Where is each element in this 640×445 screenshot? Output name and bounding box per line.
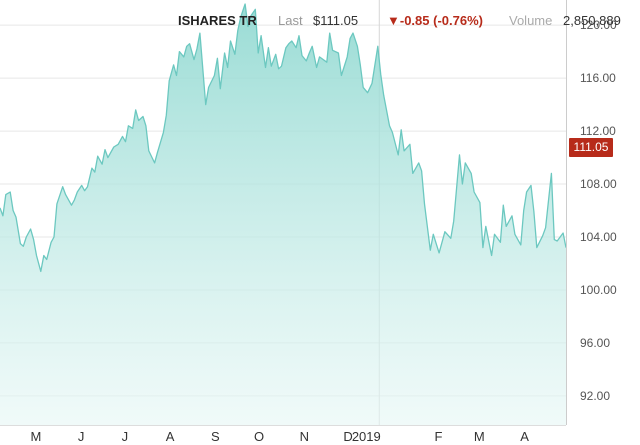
y-tick-label: 104.00 [580,230,617,244]
x-tick-label: F [435,429,443,444]
y-tick-label: 96.00 [580,336,610,350]
x-tick-label: A [520,429,529,444]
price-change: ▼-0.85 (-0.76%) [387,13,483,28]
area-layer [0,3,567,425]
last-price-badge: 111.05 [569,138,613,157]
y-tick-label: 92.00 [580,389,610,403]
x-tick-label: A [166,429,175,444]
y-tick-label: 108.00 [580,177,617,191]
x-tick-label: J [78,429,85,444]
x-tick-label: J [122,429,129,444]
price-area-fill [0,4,566,425]
volume-value: 2,850,889 [563,13,621,28]
y-tick-label: 120.00 [580,18,617,32]
y-tick-label: 100.00 [580,283,617,297]
last-label: Last [278,13,303,28]
y-tick-label: 116.00 [580,71,616,85]
axis-layer: 92.00 96.00 100.00 104.00 108.00 112.00 116.00… [0,0,617,444]
last-price-value: $111.05 [313,13,359,28]
volume-label: Volume [509,13,553,28]
x-tick-label: D [343,429,352,444]
y-tick-label: 112.00 [580,124,616,138]
x-tick-label: S [211,429,220,444]
price-line [0,3,567,273]
security-title: ISHARES TR [178,13,257,28]
x-tick-label: N [300,429,309,444]
x-tick-label: M [30,429,41,444]
x-tick-label: 2019 [352,429,381,444]
x-tick-label: O [254,429,264,444]
quote-header: ISHARES TR Last $111.05 ▼-0.85 (-0.76%) … [0,8,640,32]
x-tick-label: M [474,429,485,444]
